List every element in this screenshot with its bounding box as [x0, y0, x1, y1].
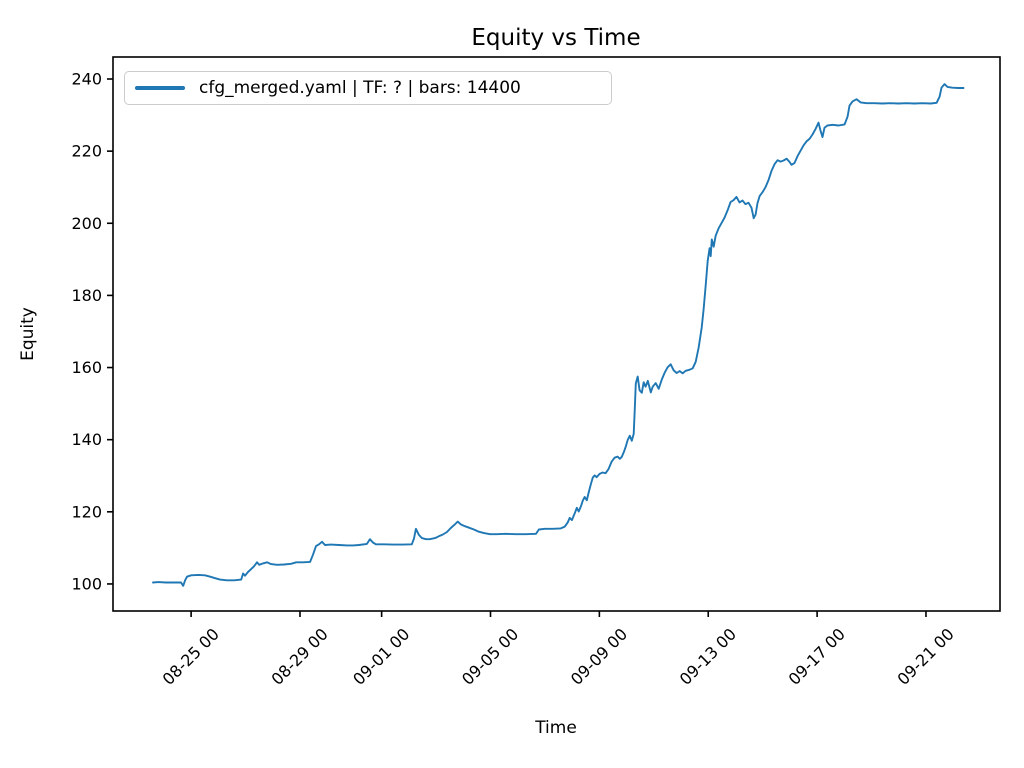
y-tick-label: 220 — [71, 142, 102, 161]
legend-line-swatch — [135, 86, 185, 90]
y-tick-label: 180 — [71, 286, 102, 305]
y-tick-label: 240 — [71, 70, 102, 89]
y-tick-label: 140 — [71, 430, 102, 449]
y-tick-label: 120 — [71, 502, 102, 521]
axes-frame — [112, 56, 1001, 612]
x-tick-label: 09-21 00 — [893, 624, 957, 688]
chart-title: Equity vs Time — [471, 25, 641, 51]
legend-box: cfg_merged.yaml | TF: ? | bars: 14400 — [124, 71, 612, 105]
x-tick-label: 09-13 00 — [676, 624, 740, 688]
y-axis-label: Equity — [18, 307, 38, 361]
y-tick-label: 160 — [71, 358, 102, 377]
x-axis-label: Time — [535, 718, 577, 738]
y-tick-label: 200 — [71, 214, 102, 233]
x-tick-label: 08-25 00 — [159, 624, 223, 688]
y-tick-label: 100 — [71, 574, 102, 593]
x-tick-label: 09-05 00 — [458, 624, 522, 688]
x-tick-label: 09-01 00 — [349, 624, 413, 688]
legend-label: cfg_merged.yaml | TF: ? | bars: 14400 — [199, 78, 521, 98]
x-tick-label: 09-09 00 — [567, 624, 631, 688]
equity-curve — [152, 83, 965, 587]
x-tick-label: 09-17 00 — [785, 624, 849, 688]
x-tick-label: 08-29 00 — [267, 624, 331, 688]
